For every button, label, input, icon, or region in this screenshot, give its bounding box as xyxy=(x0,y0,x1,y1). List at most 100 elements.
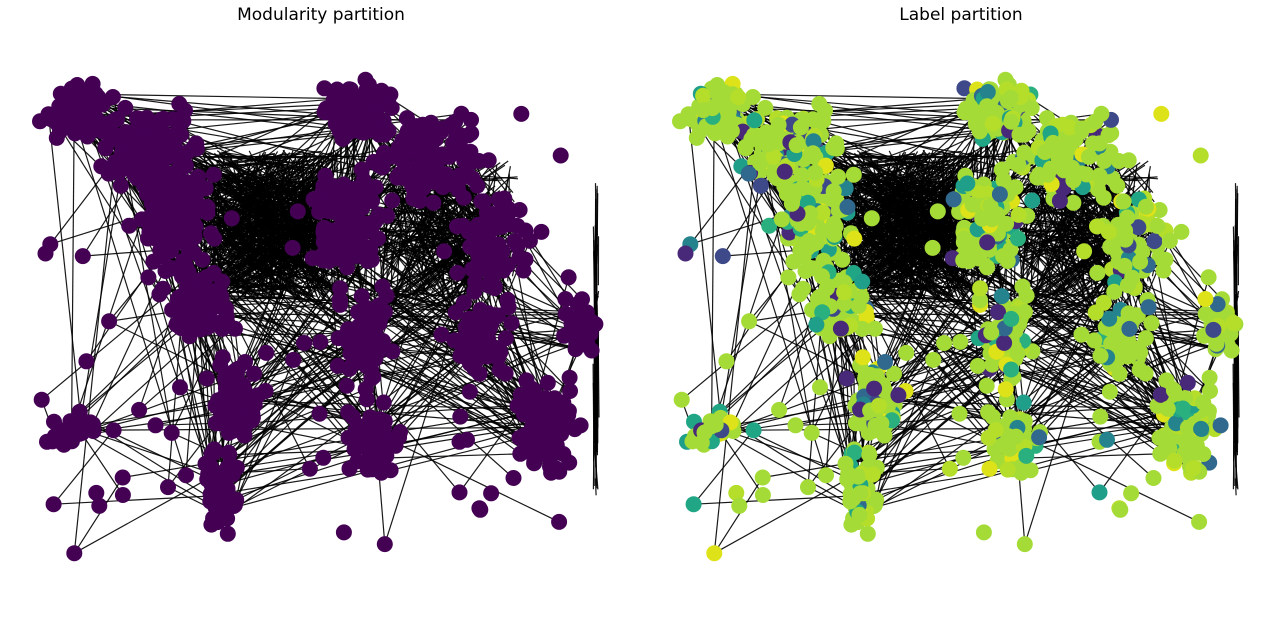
graph-node xyxy=(370,206,387,223)
graph-node xyxy=(497,198,514,215)
graph-edge xyxy=(979,243,1187,448)
graph-node xyxy=(363,310,380,327)
graph-node xyxy=(533,223,550,240)
graph-node xyxy=(339,84,356,100)
graph-node xyxy=(479,209,496,226)
graph-node xyxy=(814,204,831,221)
graph-node xyxy=(500,299,517,316)
graph-edge xyxy=(1077,276,1103,286)
graph-node xyxy=(90,89,107,106)
graph-edge xyxy=(254,151,267,179)
graph-edge xyxy=(841,322,1201,421)
graph-edge xyxy=(235,266,348,413)
graph-node xyxy=(476,257,493,274)
graph-node xyxy=(205,166,222,183)
graph-node xyxy=(121,217,138,234)
graph-node xyxy=(339,234,356,251)
graph-node xyxy=(356,334,373,351)
graph-node xyxy=(471,153,487,169)
graph-node xyxy=(350,304,366,321)
graph-node xyxy=(109,127,126,144)
graph-node xyxy=(344,408,361,425)
graph-node xyxy=(69,85,86,102)
graph-node xyxy=(801,205,818,222)
graph-node xyxy=(845,166,862,183)
graph-node xyxy=(324,196,341,213)
graph-edge xyxy=(383,402,460,493)
graph-edge xyxy=(873,285,909,288)
graph-edge xyxy=(201,322,561,421)
graph-edge xyxy=(204,314,585,338)
graph-edge xyxy=(899,212,925,261)
graph-edge xyxy=(866,153,969,297)
graph-edge xyxy=(221,151,327,168)
graph-node xyxy=(233,415,250,432)
graph-node xyxy=(199,199,216,215)
graph-node xyxy=(757,99,774,116)
graph-edge xyxy=(1088,280,1104,298)
graph-node xyxy=(786,183,803,200)
graph-node xyxy=(828,140,845,157)
graph-edge xyxy=(256,189,277,298)
graph-node xyxy=(411,192,428,209)
graph-node xyxy=(461,383,478,400)
graph-edge xyxy=(894,151,907,179)
graph-edge xyxy=(913,226,924,251)
graph-edge xyxy=(403,284,436,298)
graph-node xyxy=(568,335,585,352)
graph-node xyxy=(174,204,191,221)
graph-edge xyxy=(252,222,283,279)
graph-edge xyxy=(216,150,266,188)
graph-node xyxy=(503,315,520,332)
graph-edge xyxy=(891,296,923,300)
graph-node xyxy=(680,106,697,123)
graph-edge xyxy=(871,202,926,227)
graph-node xyxy=(516,429,533,446)
graph-node xyxy=(382,462,399,479)
graph-edge xyxy=(221,153,296,170)
graph-node xyxy=(854,320,871,337)
graph-node xyxy=(783,195,800,212)
graph-edge xyxy=(896,189,917,298)
graph-node xyxy=(483,485,500,502)
graph-edge xyxy=(853,152,969,291)
graph-node xyxy=(561,369,578,386)
graph-edge xyxy=(390,439,560,523)
graph-node xyxy=(357,381,374,398)
graph-node xyxy=(190,168,206,185)
graph-node xyxy=(472,501,489,518)
graph-node xyxy=(168,316,185,333)
graph-node xyxy=(800,232,817,249)
graph-edge xyxy=(230,217,262,288)
graph-edge xyxy=(1023,402,1100,493)
graph-node xyxy=(513,105,530,122)
graph-node xyxy=(206,230,223,247)
graph-node xyxy=(237,354,253,370)
graph-edge xyxy=(687,114,723,433)
graph-edge xyxy=(204,155,250,159)
graph-node xyxy=(565,321,582,338)
graph-edge xyxy=(203,216,339,280)
graph-node xyxy=(143,195,160,212)
graph-node xyxy=(186,215,202,232)
graph-node xyxy=(552,147,569,164)
graph-edge xyxy=(73,135,118,554)
graph-node xyxy=(206,444,223,461)
graph-edge xyxy=(218,168,263,184)
graph-node xyxy=(441,148,457,165)
graph-node xyxy=(526,452,543,469)
graph-edge xyxy=(259,212,285,261)
graph-edge xyxy=(251,296,283,300)
graph-node xyxy=(497,365,514,382)
graph-edge xyxy=(435,214,460,221)
graph-node xyxy=(557,291,574,307)
graph-node xyxy=(438,166,455,183)
graph-node xyxy=(374,278,391,295)
graph-node xyxy=(97,140,114,157)
graph-node xyxy=(370,230,386,247)
graph-node xyxy=(451,135,468,152)
graph-node xyxy=(434,120,451,137)
graph-edge xyxy=(225,150,322,165)
graph-node xyxy=(160,232,177,249)
graph-node xyxy=(130,116,147,133)
